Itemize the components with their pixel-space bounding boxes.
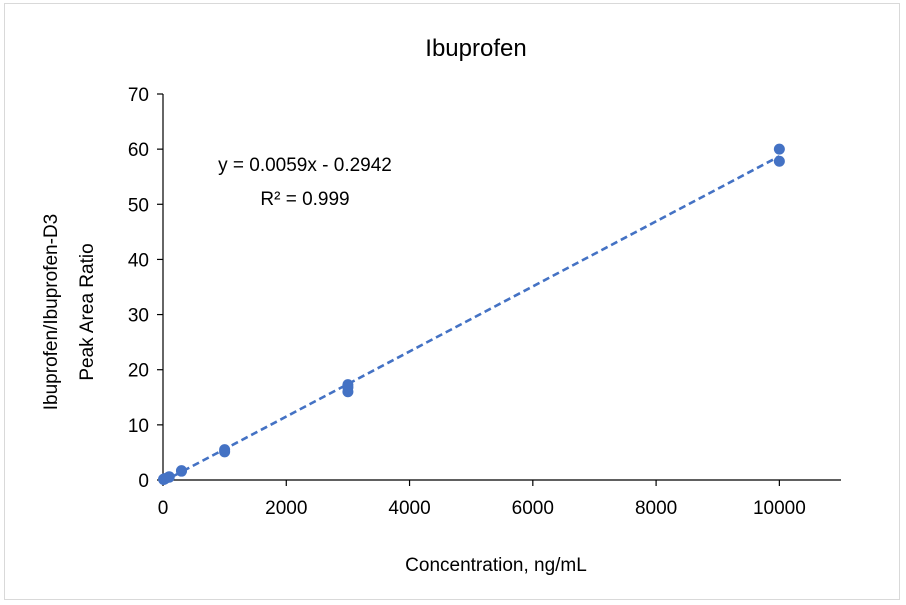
y-tick-label: 70 (128, 85, 149, 106)
trendline-group (163, 155, 780, 483)
y-tick-label: 50 (128, 195, 149, 216)
y-axis-title-line-1: Ibuprofen/Ibuprofen-D3 (41, 214, 62, 410)
data-point (219, 444, 231, 456)
chart-title: Ibuprofen (425, 35, 526, 62)
data-point (175, 465, 187, 477)
axes: 0 10 20 30 40 50 60 70 0 2000 4000 6000 8000 10000 (128, 85, 841, 519)
data-point (163, 471, 175, 483)
trendline-r-squared: R² = 0.999 (260, 189, 349, 210)
x-tick-label: 2000 (265, 498, 307, 519)
y-tick-label: 10 (128, 416, 149, 437)
y-tick-label: 20 (128, 361, 149, 382)
x-axis-title: Concentration, ng/mL (405, 555, 587, 576)
x-tick-label: 6000 (512, 498, 554, 519)
y-tick-label: 0 (138, 471, 149, 492)
y-tick-label: 60 (128, 140, 149, 161)
data-point (773, 143, 785, 155)
y-axis-title-line-2: Peak Area Ratio (77, 243, 98, 380)
trendline (163, 155, 780, 483)
y-tick-label: 40 (128, 250, 149, 271)
data-points (158, 143, 785, 485)
data-point (342, 379, 354, 391)
trendline-equation: y = 0.0059x - 0.2942 (218, 155, 392, 176)
x-tick-label: 8000 (635, 498, 677, 519)
x-tick-label: 10000 (753, 498, 806, 519)
x-tick-label: 4000 (388, 498, 430, 519)
y-tick-label: 30 (128, 306, 149, 327)
y-axis-title: Ibuprofen/Ibuprofen-D3 Peak Area Ratio (41, 214, 98, 410)
x-tick-label: 0 (158, 498, 169, 519)
chart-frame (4, 3, 900, 600)
data-point (773, 155, 785, 167)
